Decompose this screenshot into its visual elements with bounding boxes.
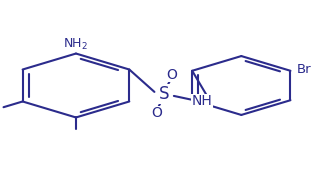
- Text: S: S: [159, 85, 169, 103]
- Text: O: O: [166, 68, 177, 82]
- Text: O: O: [152, 106, 163, 120]
- Text: Br: Br: [296, 63, 311, 76]
- Text: NH: NH: [191, 95, 212, 108]
- Text: NH$_2$: NH$_2$: [63, 36, 88, 51]
